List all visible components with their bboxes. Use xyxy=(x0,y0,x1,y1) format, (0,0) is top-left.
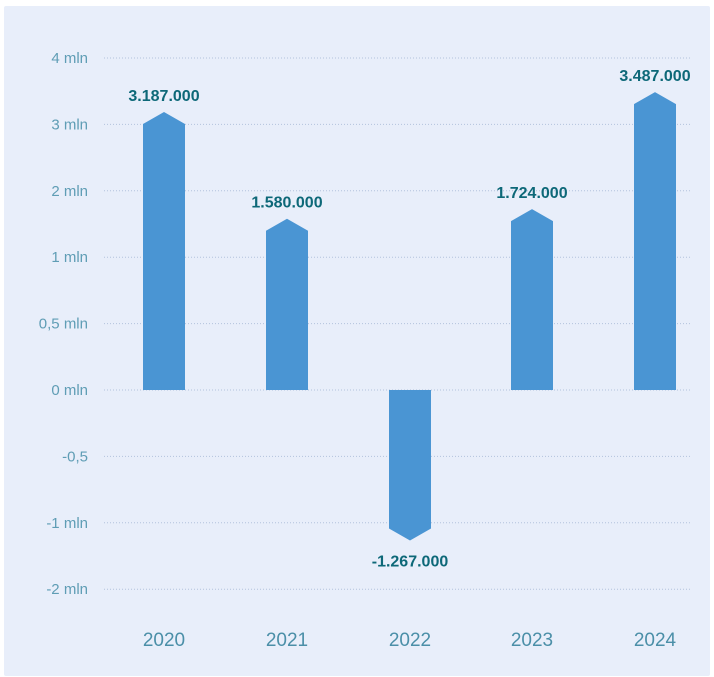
y-tick-label-1: 3 mln xyxy=(51,116,88,133)
data-label-2024: 3.487.000 xyxy=(619,68,690,85)
y-tick-label-5: 0 mln xyxy=(51,382,88,399)
bar-2024 xyxy=(634,92,676,390)
x-tick-label-2023: 2023 xyxy=(511,630,553,651)
x-tick-label-2022: 2022 xyxy=(389,630,431,651)
y-tick-label-3: 1 mln xyxy=(51,249,88,266)
data-label-2020: 3.187.000 xyxy=(128,88,199,105)
y-tick-label-7: -1 mln xyxy=(46,515,88,532)
y-tick-label-8: -2 mln xyxy=(46,581,88,598)
chart-card xyxy=(4,6,710,676)
data-label-2023: 1.724.000 xyxy=(496,185,567,202)
data-label-2022: -1.267.000 xyxy=(372,554,449,571)
y-tick-label-4: 0,5 mln xyxy=(39,316,88,333)
x-tick-label-2021: 2021 xyxy=(266,630,308,651)
y-tick-label-2: 2 mln xyxy=(51,183,88,200)
x-tick-label-2020: 2020 xyxy=(143,630,185,651)
y-tick-label-0: 4 mln xyxy=(51,50,88,67)
data-label-2021: 1.580.000 xyxy=(251,195,322,212)
bar-2021 xyxy=(266,218,308,390)
y-tick-label-6: -0,5 xyxy=(62,448,88,465)
bar-2022 xyxy=(389,390,431,541)
x-tick-label-2024: 2024 xyxy=(634,630,677,651)
bar-2020 xyxy=(143,111,185,390)
bar-2023 xyxy=(511,209,553,390)
